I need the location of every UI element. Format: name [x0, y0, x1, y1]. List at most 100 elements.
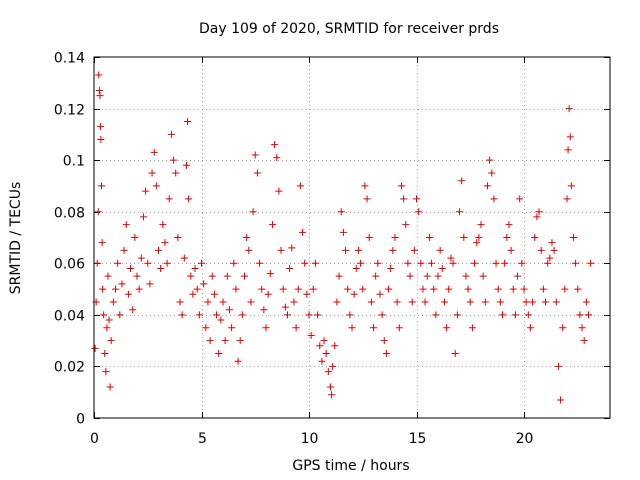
data-point	[165, 195, 173, 203]
data-point	[148, 169, 156, 177]
data-point	[253, 169, 261, 177]
data-point	[95, 71, 103, 79]
data-point	[206, 337, 214, 345]
data-point	[184, 117, 192, 125]
data-point	[93, 259, 101, 267]
data-point	[296, 182, 304, 190]
data-point	[544, 259, 552, 267]
data-point	[195, 311, 203, 319]
data-point	[501, 259, 509, 267]
data-point	[346, 311, 354, 319]
data-point	[546, 254, 554, 262]
data-point	[348, 324, 356, 332]
data-point	[357, 259, 365, 267]
data-point	[96, 92, 104, 100]
data-point	[245, 246, 253, 254]
data-point	[101, 350, 109, 358]
data-point	[372, 272, 380, 280]
data-point	[352, 264, 360, 272]
data-point	[122, 221, 130, 229]
data-point	[464, 285, 472, 293]
data-point	[159, 221, 167, 229]
data-point	[335, 272, 343, 280]
data-point	[230, 259, 238, 267]
data-point	[456, 208, 463, 216]
data-point	[453, 311, 461, 319]
data-point	[563, 195, 571, 203]
data-point	[391, 234, 399, 241]
data-point	[499, 311, 506, 319]
data-point	[281, 303, 289, 311]
data-point	[569, 234, 577, 241]
data-point	[415, 208, 423, 216]
data-point	[279, 285, 287, 293]
data-point	[447, 254, 455, 262]
data-point	[533, 213, 541, 221]
data-point	[114, 259, 122, 267]
data-point	[305, 311, 313, 319]
x-tick-label: 0	[90, 431, 99, 447]
data-point	[370, 324, 377, 332]
data-point	[514, 272, 522, 280]
data-point	[475, 234, 483, 241]
data-point	[256, 259, 264, 267]
data-point	[322, 350, 330, 358]
data-point	[120, 246, 128, 254]
data-point	[152, 182, 160, 190]
data-point	[95, 87, 103, 95]
x-tick-label: 5	[198, 431, 207, 447]
data-point	[509, 285, 517, 293]
data-point	[258, 285, 266, 293]
data-point	[100, 311, 108, 319]
data-point	[337, 208, 345, 216]
data-point	[328, 391, 336, 399]
data-point	[526, 324, 534, 332]
data-point	[585, 311, 592, 319]
data-point	[198, 259, 205, 267]
y-tick-label: 0.1	[63, 154, 85, 170]
data-point	[436, 246, 444, 254]
data-point	[135, 285, 143, 293]
data-point	[228, 324, 236, 332]
data-point	[191, 264, 199, 272]
data-point	[178, 311, 186, 319]
data-point	[316, 342, 324, 350]
data-point	[410, 246, 418, 254]
data-point	[566, 133, 574, 141]
data-point	[535, 208, 543, 216]
data-point	[97, 136, 105, 144]
data-point	[572, 259, 580, 267]
data-point	[451, 350, 459, 358]
data-point	[552, 298, 560, 306]
data-point	[105, 316, 113, 324]
data-point	[124, 290, 132, 298]
data-point	[264, 290, 272, 298]
data-point	[397, 182, 405, 190]
data-point	[137, 254, 145, 262]
data-point	[221, 337, 229, 345]
data-point	[131, 234, 139, 241]
data-point	[324, 368, 332, 376]
data-point	[109, 298, 117, 306]
data-point	[139, 213, 147, 221]
plot-frame	[93, 56, 611, 419]
data-point	[329, 362, 337, 370]
data-point	[408, 298, 416, 306]
data-point	[189, 290, 197, 298]
data-point	[200, 280, 208, 288]
data-point	[496, 298, 504, 306]
data-point	[542, 298, 549, 306]
y-tick-label: 0.04	[54, 309, 85, 325]
data-point	[492, 259, 500, 267]
data-point	[104, 272, 112, 280]
data-point	[576, 311, 584, 319]
y-tick-label: 0.02	[54, 360, 85, 376]
data-point	[460, 234, 468, 241]
data-point	[208, 272, 216, 280]
data-point	[582, 298, 590, 306]
data-point	[432, 311, 440, 319]
data-point	[333, 298, 341, 306]
data-point	[574, 285, 582, 293]
data-point	[445, 285, 453, 293]
data-point	[215, 350, 223, 358]
